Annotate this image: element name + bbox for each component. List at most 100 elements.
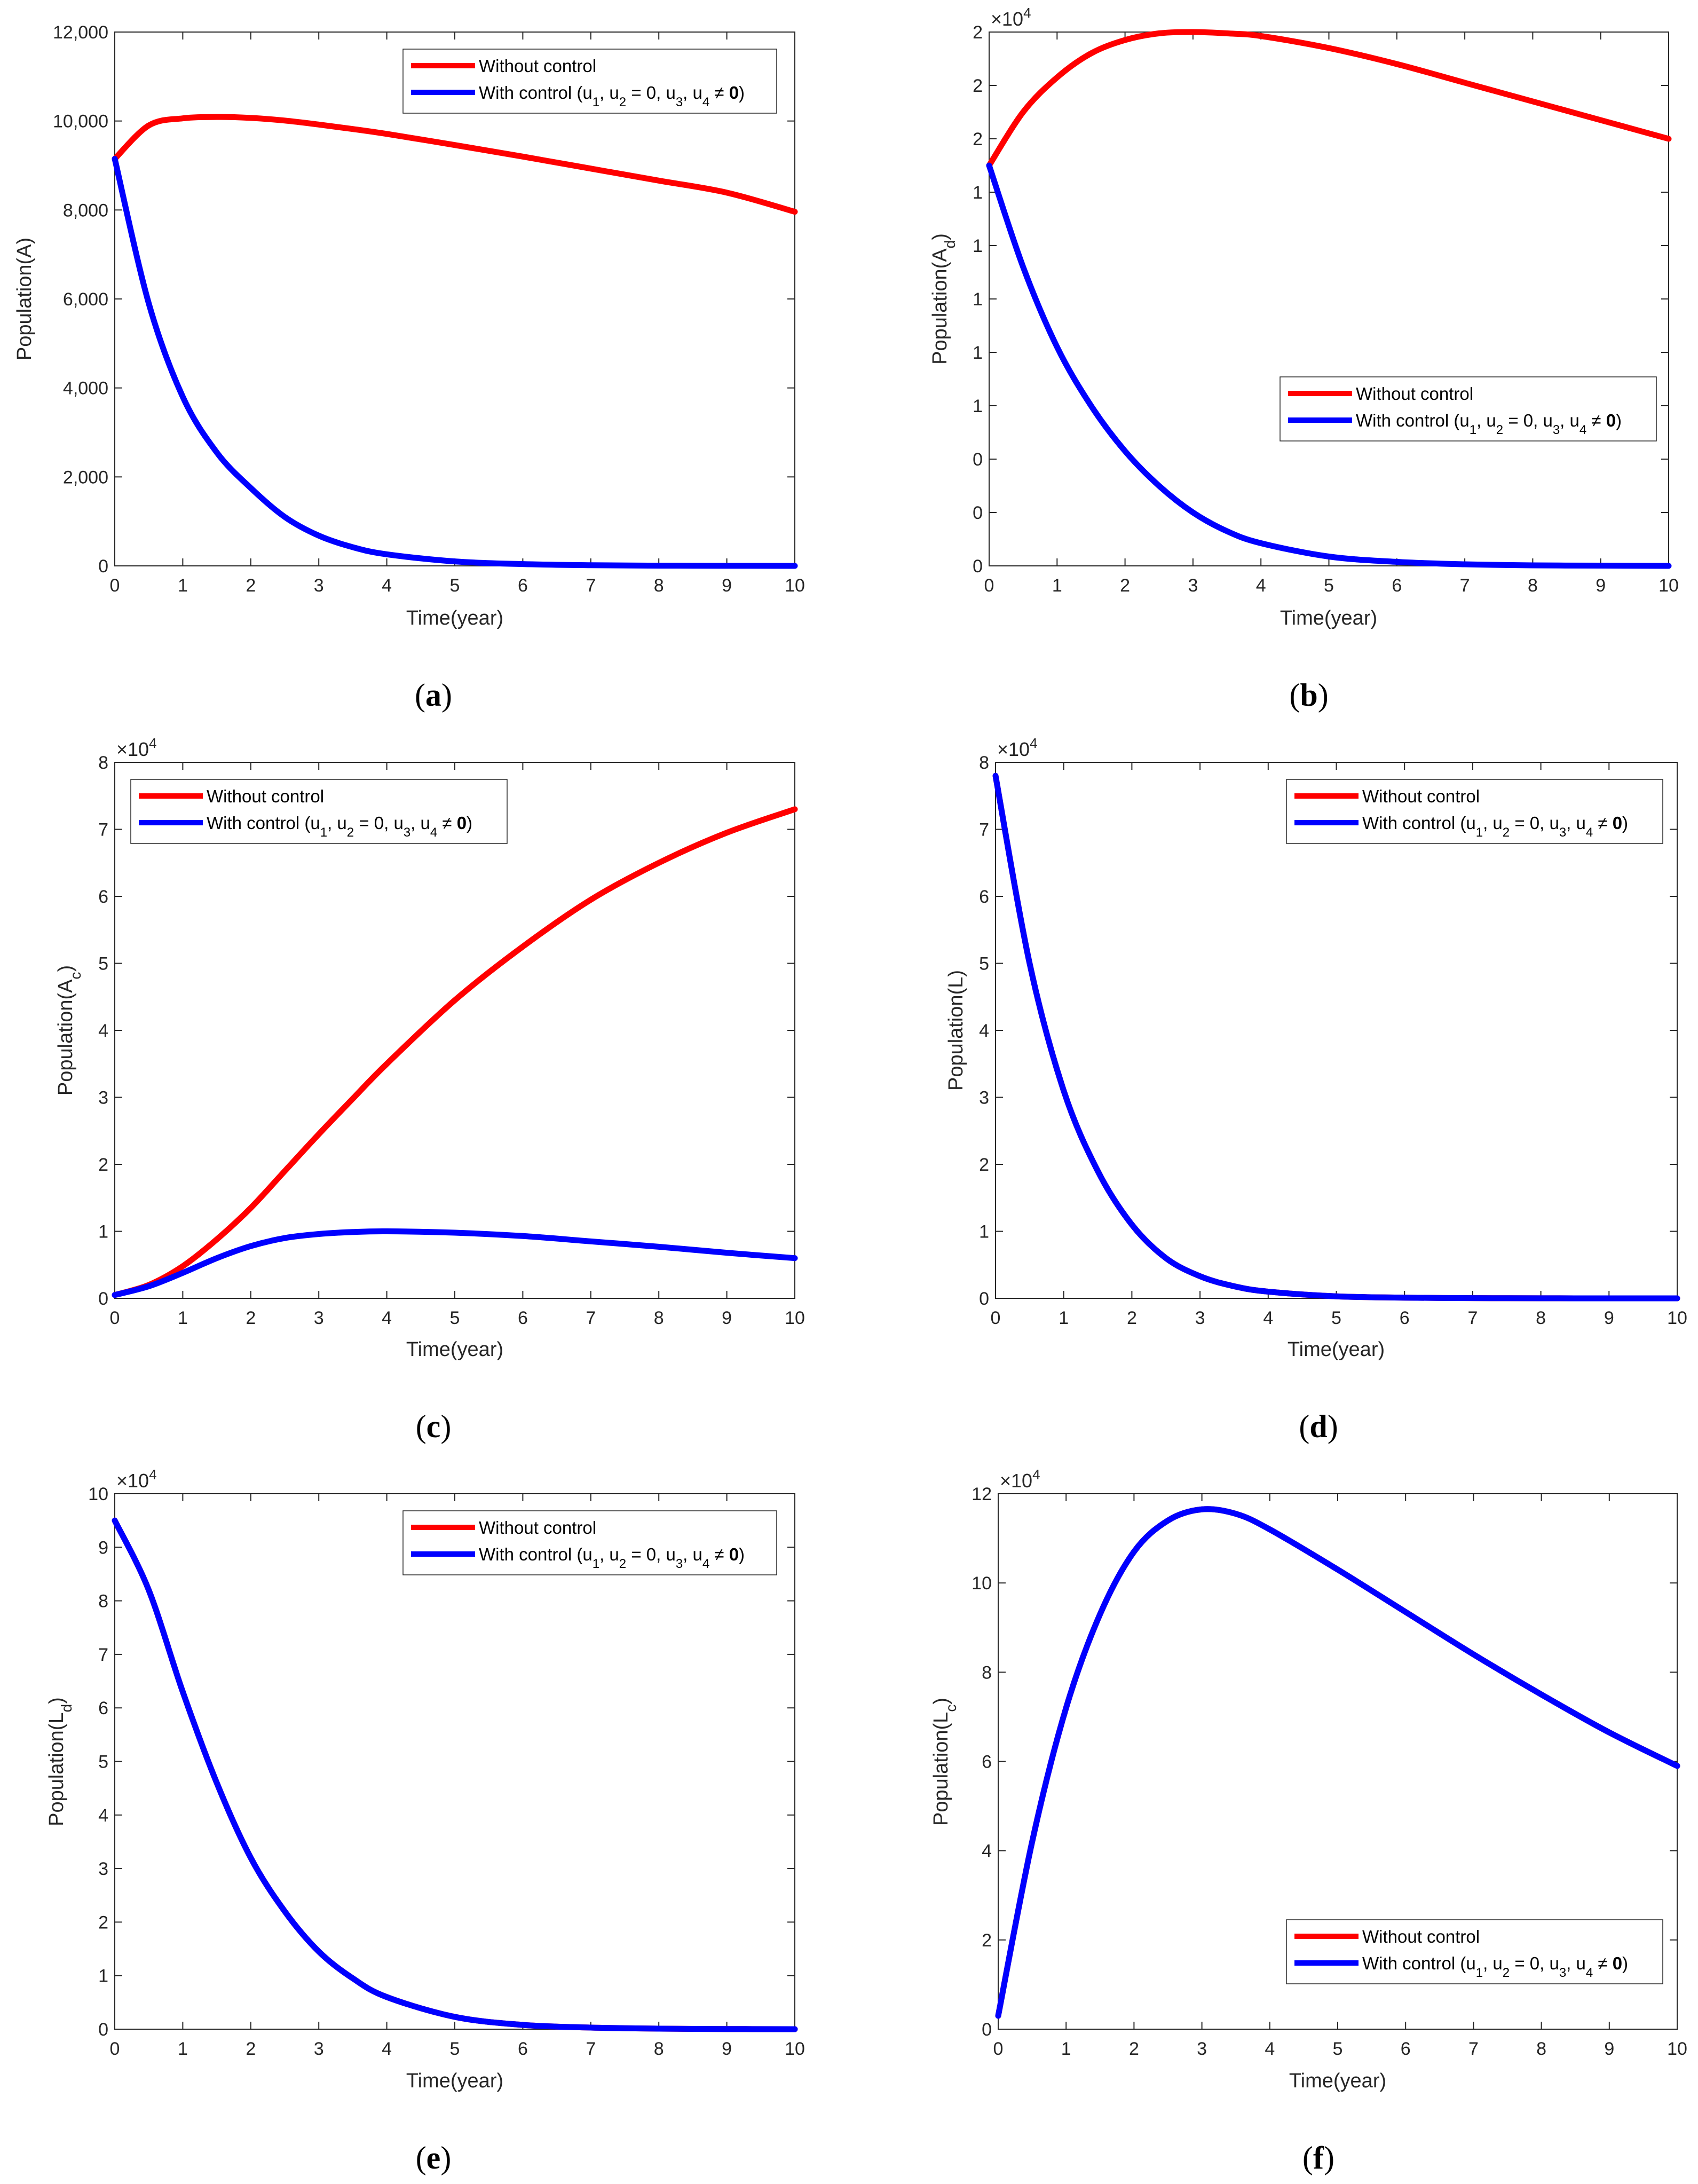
plot-area (114, 31, 795, 566)
y-tick-label: 0 (973, 450, 983, 470)
y-axis-label: Population(A) (13, 238, 36, 360)
x-tick-label: 9 (722, 2039, 732, 2059)
y-tick-label: 8 (98, 753, 108, 773)
x-tick-label: 7 (1467, 1308, 1478, 1328)
x-axis-label: Time(year) (406, 1338, 503, 1361)
multiplier-base: ×10 (991, 8, 1023, 30)
y-axis-ticks: 0 2,000 4,000 6,000 8,000 10,000 12,000 (53, 22, 795, 577)
series-line-with-control (112, 1517, 798, 2032)
legend-box (1280, 376, 1657, 441)
x-tick-label: 0 (991, 1308, 1001, 1328)
x-tick-label: 1 (178, 1308, 188, 1328)
series-line-without-control (112, 114, 798, 215)
x-tick-label: 1 (178, 575, 188, 596)
x-tick-label: 8 (654, 1308, 664, 1328)
x-tick-label: 4 (1263, 1308, 1273, 1328)
x-tick-label: 9 (1596, 575, 1606, 596)
legend-label-without-control: Without control (479, 56, 596, 76)
x-tick-label: 3 (314, 1308, 324, 1328)
panel-caption: (a) (415, 677, 452, 713)
legend: Without control With control (u1, u2 = 0… (1280, 376, 1657, 441)
multiplier-base: ×10 (997, 738, 1030, 760)
y-axis-label: Population(Ad) (929, 233, 958, 365)
y-axis-label-subscript: d (942, 240, 958, 249)
x-axis-label: Time(year) (406, 607, 503, 629)
y-axis-label-subscript: d (58, 1704, 75, 1713)
x-axis-ticks: 0 1 2 3 4 5 6 7 8 9 10 (110, 762, 805, 1328)
x-tick-label: 0 (993, 2039, 1004, 2059)
y-tick-label: 12,000 (53, 22, 108, 43)
x-axis-ticks: 0 1 2 3 4 5 6 7 8 9 10 (984, 32, 1679, 596)
x-tick-label: 6 (518, 575, 528, 596)
x-tick-label: 3 (314, 2039, 324, 2059)
x-tick-label: 5 (1324, 575, 1334, 596)
y-tick-label: 1 (98, 1222, 108, 1242)
x-axis-ticks: 0 1 2 3 4 5 6 7 8 9 10 (110, 1494, 805, 2059)
y-tick-label: 5 (98, 954, 108, 974)
y-tick-label: 0 (98, 2020, 108, 2040)
y-tick-label: 1 (973, 183, 983, 203)
multiplier-exponent: 4 (1032, 1466, 1040, 1483)
series-line-with-control (992, 772, 1680, 1302)
y-axis-label-main: Population(L (930, 1712, 952, 1826)
x-tick-label: 9 (1604, 1308, 1614, 1328)
series-lines (112, 806, 798, 1298)
series-line-with-control (986, 162, 1672, 569)
y-tick-label: 1 (979, 1222, 989, 1242)
x-tick-label: 8 (654, 575, 664, 596)
y-axis-ticks: 0 0 0 1 1 1 1 1 2 2 2 (973, 22, 1669, 577)
x-tick-label: 5 (450, 2039, 460, 2059)
y-axis-label: Population(Lc) (930, 1698, 959, 1826)
y-tick-label: 0 (973, 556, 983, 577)
x-tick-label: 9 (722, 575, 732, 596)
y-axis-label-main: Population(L (45, 1712, 68, 1826)
y-axis-label-main: Population(L) (945, 970, 967, 1091)
y-axis-label-main: Population(A (54, 979, 77, 1095)
series-lines (986, 29, 1672, 569)
y-tick-label: 6 (979, 887, 989, 907)
axis-multiplier: ×104 (116, 1466, 157, 1492)
y-tick-label: 2 (973, 129, 983, 149)
y-axis-label-close: ) (54, 965, 77, 972)
multiplier-exponent: 4 (1030, 735, 1037, 751)
y-tick-label: 1 (98, 1966, 108, 1986)
x-tick-label: 6 (518, 1308, 528, 1328)
legend-box (402, 49, 777, 114)
y-axis-label-close: ) (45, 1697, 68, 1704)
y-axis-ticks: 0 1 2 3 4 5 6 7 8 (979, 753, 1677, 1309)
x-axis-ticks: 0 1 2 3 4 5 6 7 8 9 10 (993, 1494, 1687, 2059)
y-axis-label-close: ) (930, 1698, 952, 1705)
x-tick-label: 2 (246, 1308, 256, 1328)
x-tick-label: 7 (586, 2039, 596, 2059)
x-tick-label: 7 (1460, 575, 1470, 596)
y-tick-label: 0 (982, 2020, 992, 2040)
y-tick-label: 5 (979, 954, 989, 974)
y-tick-label: 1 (973, 289, 983, 310)
x-axis-label: Time(year) (1289, 2070, 1386, 2092)
legend-label-without-control: Without control (479, 1518, 596, 1538)
x-tick-label: 1 (1061, 2039, 1071, 2059)
y-tick-label: 2,000 (63, 467, 108, 487)
x-tick-label: 8 (1536, 1308, 1546, 1328)
y-axis-label-subscript: c (67, 972, 84, 980)
legend-box (1286, 779, 1663, 844)
y-tick-label: 6,000 (63, 289, 108, 310)
x-tick-label: 0 (110, 575, 120, 596)
series-lines (992, 772, 1680, 1302)
x-tick-label: 0 (110, 2039, 120, 2059)
x-tick-label: 6 (1400, 1308, 1410, 1328)
y-tick-label: 10 (972, 1573, 992, 1594)
legend-label-with-control: With control (u1, u2 = 0, u3, u4 ≠ 0) (479, 1544, 745, 1571)
x-tick-label: 0 (110, 1308, 120, 1328)
panel-c: 0 1 2 3 4 5 6 7 8 0 1 2 3 4 5 6 7 8 9 10 Time(year) Popula… (54, 735, 805, 1444)
panel-a: 0 2,000 4,000 6,000 8,000 10,000 12,000 0 1 2 3 4 5… (13, 22, 805, 713)
x-tick-label: 10 (785, 2039, 805, 2059)
y-axis-label: Population(L) (945, 970, 967, 1091)
panel-caption: (d) (1299, 1409, 1338, 1444)
y-tick-label: 1 (973, 343, 983, 363)
y-tick-label: 0 (973, 503, 983, 523)
x-tick-label: 10 (1658, 575, 1679, 596)
plot-area (989, 31, 1669, 566)
